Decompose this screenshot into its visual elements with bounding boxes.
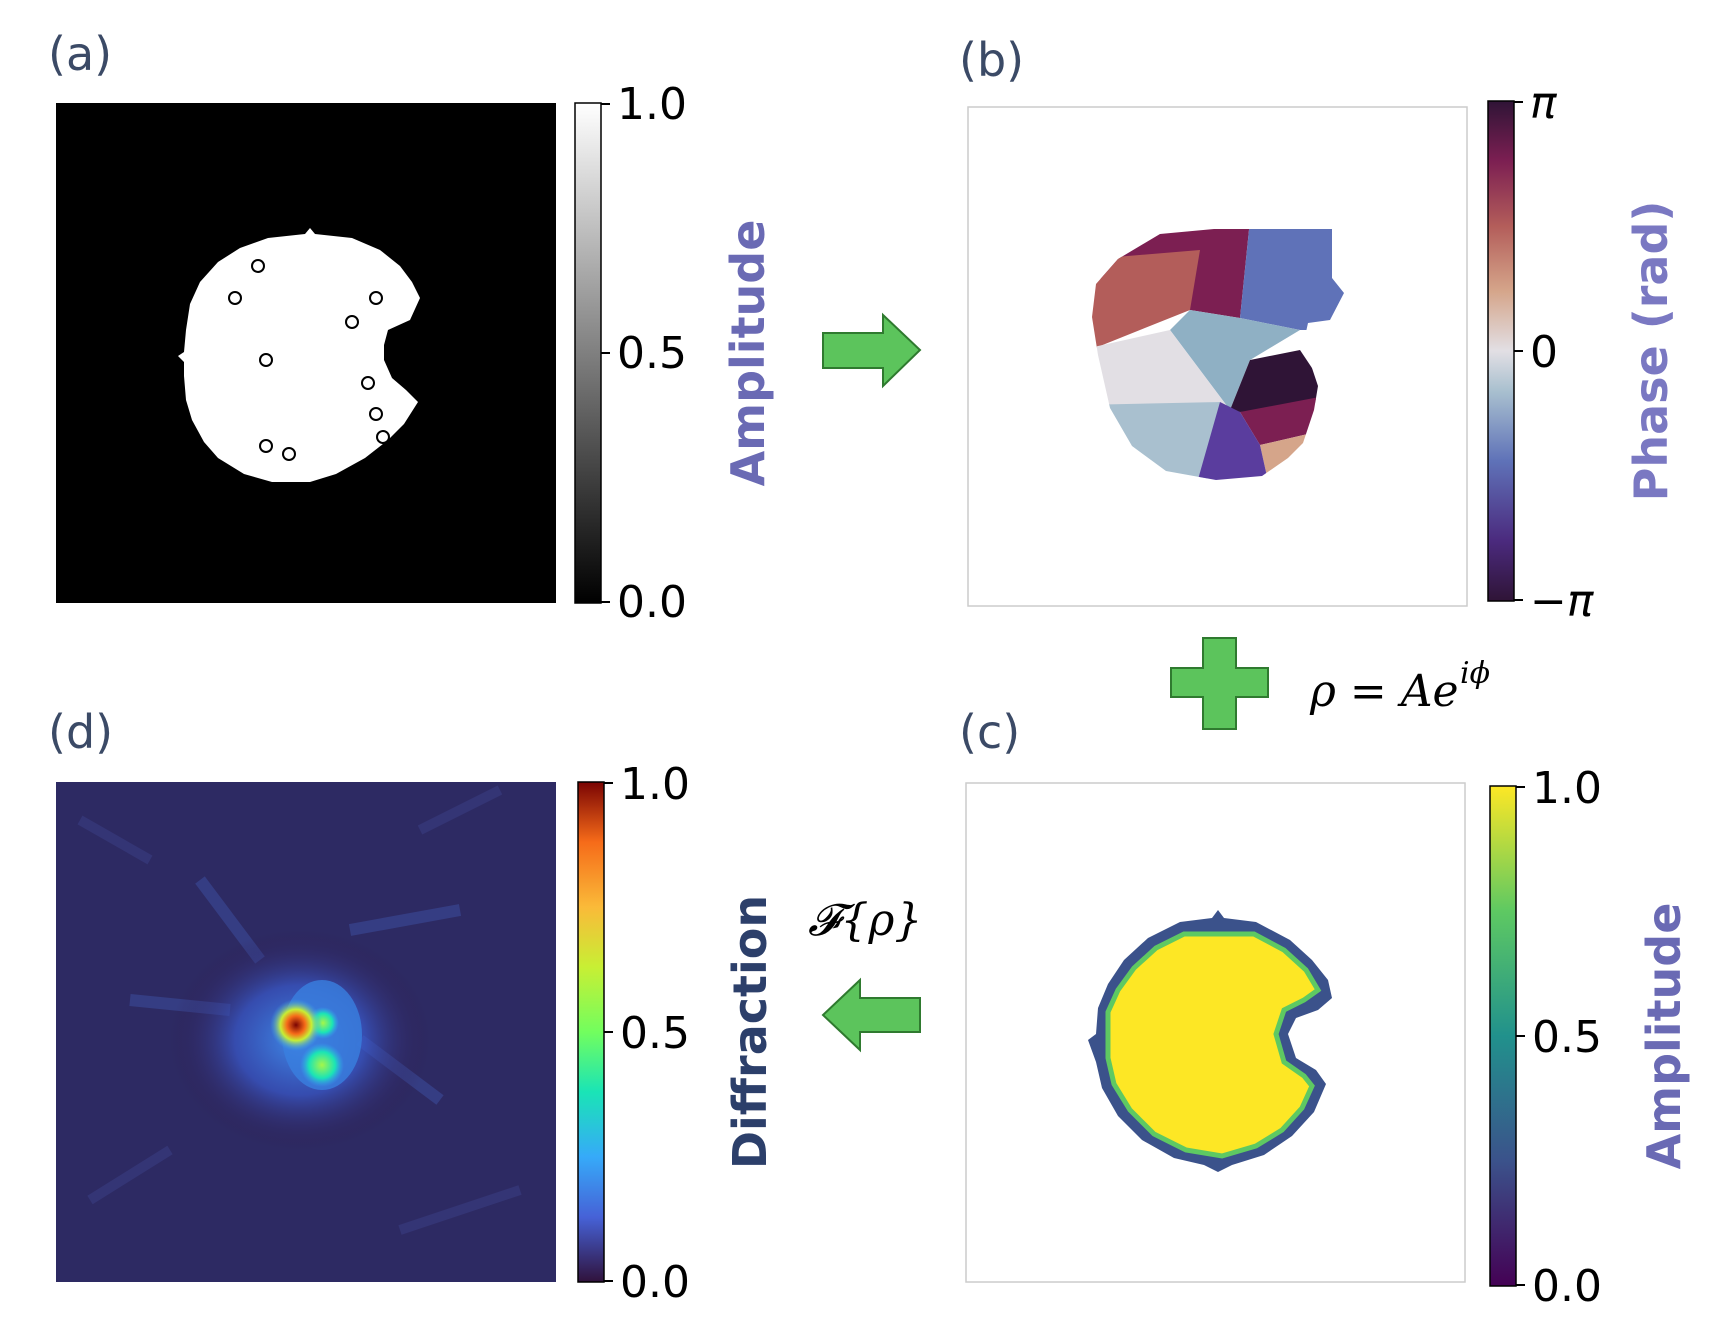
equation-fourier: 𝓕{ρ} — [808, 895, 922, 946]
tick-b-top: π — [1530, 78, 1558, 129]
colorbar-title-d: Diffraction — [723, 895, 777, 1169]
colorbar-d — [577, 781, 605, 1283]
tick-c-mid: 0.5 — [1532, 1012, 1602, 1063]
colorbar-ticks-a — [601, 103, 610, 603]
colorbar-c — [1489, 785, 1517, 1287]
tick-d-mid: 0.5 — [620, 1008, 690, 1059]
tick-c-top: 1.0 — [1532, 763, 1602, 814]
scatter-points-a — [228, 259, 390, 461]
tick-a-bottom: 0.0 — [617, 577, 687, 628]
amplitude-shape-a — [178, 228, 420, 482]
panel-c: (c) 1.0 0.5 0.0 Amplitude — [959, 705, 1691, 1312]
amplitude-body-c — [1105, 931, 1322, 1159]
arrow-left-icon — [821, 977, 921, 1053]
panel-a: (a) 1.0 0.5 0.0 Amplitude — [48, 27, 775, 628]
colorbar-ticks-d — [604, 782, 613, 1282]
tick-a-top: 1.0 — [617, 79, 687, 130]
diffraction-central-peak — [270, 999, 322, 1051]
diffraction-texture-d — [77, 785, 522, 1235]
tick-b-bottom: −π — [1530, 576, 1595, 627]
tick-d-top: 1.0 — [620, 759, 690, 810]
diffraction-secondary-peak — [300, 1043, 344, 1087]
tick-c-bottom: 0.0 — [1532, 1261, 1602, 1312]
tick-b-mid: 0 — [1530, 327, 1558, 378]
panel-b: (b) π 0 −π Phase (rad) — [959, 33, 1678, 627]
colorbar-title-c: Amplitude — [1637, 903, 1691, 1170]
arrow-right-icon — [822, 312, 922, 389]
panel-label-c: (c) — [959, 705, 1020, 759]
colorbar-ticks-c — [1516, 786, 1525, 1286]
panel-label-d: (d) — [48, 705, 113, 759]
tick-a-mid: 0.5 — [617, 328, 687, 379]
panel-label-a: (a) — [48, 27, 112, 81]
equation-rho: ρ = Ae — [1309, 666, 1459, 717]
colorbar-title-a: Amplitude — [721, 220, 775, 487]
phase-regions-b — [1092, 229, 1344, 480]
panel-d: (d) 1.0 0.5 0.0 Diffraction — [48, 705, 777, 1308]
equation-rho-exponent: iϕ — [1460, 656, 1490, 691]
plus-icon — [1170, 637, 1269, 730]
colorbar-a — [574, 102, 602, 604]
tick-d-bottom: 0.0 — [620, 1257, 690, 1308]
panel-label-b: (b) — [959, 33, 1024, 87]
colorbar-title-b: Phase (rad) — [1624, 201, 1678, 502]
colorbar-b — [1487, 100, 1515, 602]
colorbar-ticks-b — [1514, 101, 1523, 601]
